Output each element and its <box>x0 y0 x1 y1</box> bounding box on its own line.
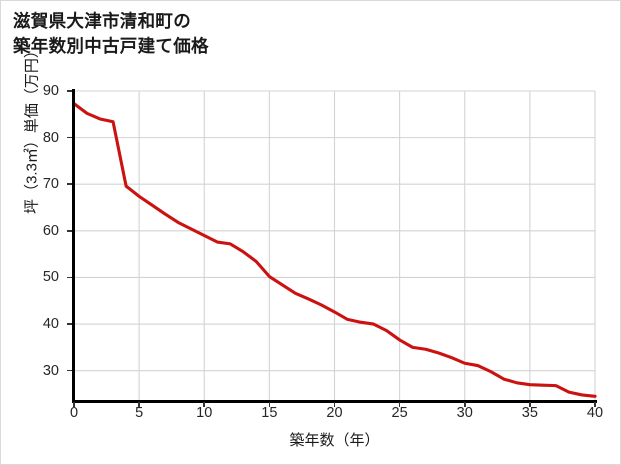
y-tick-label: 50 <box>42 269 59 286</box>
y-axis-title: 坪（3.3㎡）単価（万円） <box>23 43 41 214</box>
y-tick-label: 40 <box>42 316 59 333</box>
y-tick-label: 60 <box>42 222 59 239</box>
y-tick-mark <box>67 136 72 139</box>
x-tick-mark <box>138 402 140 407</box>
x-tick-mark <box>529 402 531 407</box>
y-tick-mark <box>67 323 72 325</box>
y-tick-mark <box>67 90 72 92</box>
x-tick-label: 0 <box>69 405 79 421</box>
x-tick-mark <box>594 402 596 407</box>
y-axis-spine <box>72 89 75 403</box>
x-tick-label: 25 <box>391 405 408 421</box>
data-line-series-0 <box>72 102 597 398</box>
y-tick-label: 70 <box>42 176 59 193</box>
chart-plot-svg <box>72 90 597 401</box>
x-tick-label: 15 <box>261 405 278 421</box>
y-tick-mark <box>67 369 72 372</box>
gridlines <box>74 90 596 401</box>
x-tick-label: 30 <box>456 405 473 421</box>
x-tick-mark <box>268 402 271 407</box>
x-axis-spine <box>72 400 597 403</box>
x-tick-label: 10 <box>196 405 213 421</box>
y-tick-label: 90 <box>42 83 59 99</box>
y-tick-mark <box>67 183 72 186</box>
y-tick-label: 30 <box>42 362 59 379</box>
x-tick-mark <box>73 402 75 407</box>
x-axis-title: 築年数（年） <box>289 432 380 449</box>
y-tick-mark <box>67 276 72 279</box>
plot-area <box>72 90 597 401</box>
y-tick-label: 80 <box>42 129 59 146</box>
x-tick-label: 35 <box>521 405 538 421</box>
x-tick-mark <box>333 402 336 407</box>
x-tick-label: 40 <box>586 405 604 421</box>
x-tick-mark <box>463 402 466 407</box>
x-tick-mark <box>203 402 206 407</box>
y-tick-mark <box>67 230 72 232</box>
page-title: 滋賀県大津市清和町の 築年数別中古戸建て価格 <box>13 11 209 56</box>
x-tick-mark <box>398 402 401 407</box>
x-tick-label: 20 <box>326 405 343 421</box>
x-tick-label: 5 <box>135 405 144 421</box>
